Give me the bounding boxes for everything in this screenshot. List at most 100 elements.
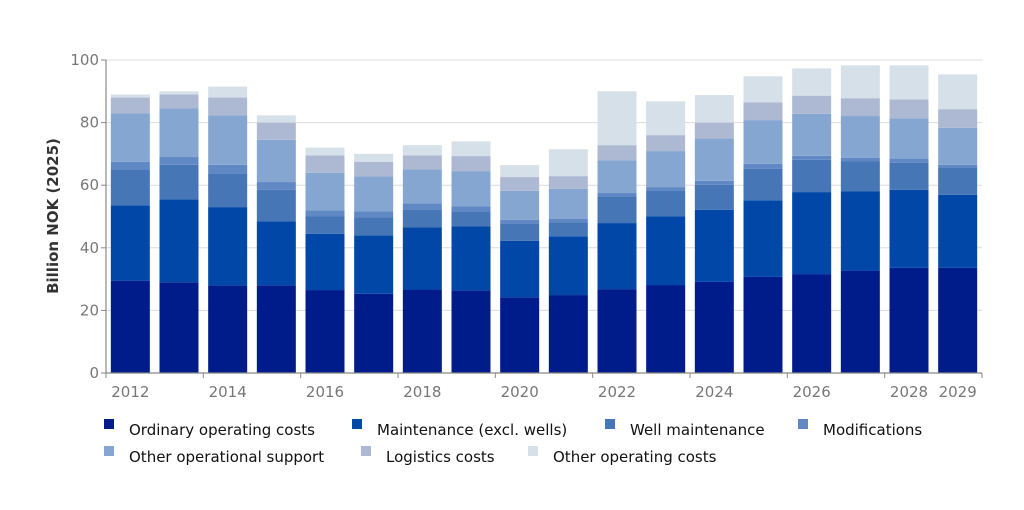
bar-segment-well-maintenance-2018 bbox=[402, 209, 442, 228]
bar-segment-other-operating-costs-2017 bbox=[354, 153, 394, 162]
legend-item: Modifications bbox=[798, 419, 922, 439]
legend-label: Maintenance (excl. wells) bbox=[377, 421, 567, 439]
bar-segment-other-operational-support-2020 bbox=[500, 190, 540, 220]
gridlines bbox=[106, 59, 982, 311]
legend-swatch bbox=[352, 419, 362, 429]
bar-segment-modifications-2020 bbox=[500, 219, 540, 225]
y-tick-label: 60 bbox=[80, 176, 99, 194]
legend-swatch bbox=[798, 419, 808, 429]
bar-segment-other-operating-costs-2029 bbox=[938, 74, 978, 110]
bar-segment-other-operational-support-2025 bbox=[743, 120, 783, 164]
bar-segment-ordinary-operating-costs-2020 bbox=[500, 297, 540, 373]
bar-segment-logistics-costs-2014 bbox=[208, 97, 248, 116]
bar-segment-modifications-2014 bbox=[208, 164, 248, 174]
x-tick-label: 2012 bbox=[111, 383, 149, 401]
bar-segment-other-operating-costs-2016 bbox=[305, 147, 345, 156]
bar-segment-other-operational-support-2017 bbox=[354, 176, 394, 212]
x-tick-label: 2020 bbox=[501, 383, 539, 401]
x-tick-label: 2028 bbox=[890, 383, 928, 401]
bar-segment-maintenance-excl-wells--2019 bbox=[451, 226, 491, 291]
bar-segment-other-operating-costs-2013 bbox=[159, 91, 199, 95]
bar-segment-modifications-2026 bbox=[792, 155, 832, 160]
bar-segment-well-maintenance-2024 bbox=[694, 184, 734, 210]
y-tick-label: 20 bbox=[80, 301, 99, 319]
bar-segment-ordinary-operating-costs-2026 bbox=[792, 274, 832, 373]
bar-segment-well-maintenance-2017 bbox=[354, 217, 394, 236]
bar-segment-maintenance-excl-wells--2018 bbox=[402, 227, 442, 290]
y-tick-label: 100 bbox=[70, 51, 99, 69]
bar-segment-well-maintenance-2022 bbox=[597, 196, 637, 224]
x-tick-label: 2024 bbox=[695, 383, 733, 401]
x-tick-label: 2016 bbox=[306, 383, 344, 401]
bar-segment-maintenance-excl-wells--2014 bbox=[208, 207, 248, 286]
legend-label: Modifications bbox=[823, 421, 922, 439]
bar-segment-ordinary-operating-costs-2012 bbox=[110, 280, 150, 373]
bar-segment-other-operating-costs-2025 bbox=[743, 76, 783, 103]
bar-segment-modifications-2013 bbox=[159, 157, 199, 165]
bar-segment-well-maintenance-2023 bbox=[646, 190, 686, 217]
legend-item: Other operating costs bbox=[528, 446, 717, 466]
bar-segment-other-operating-costs-2015 bbox=[256, 115, 296, 123]
bar-segment-maintenance-excl-wells--2017 bbox=[354, 235, 394, 294]
bar-segment-maintenance-excl-wells--2021 bbox=[548, 236, 588, 296]
bar-segment-logistics-costs-2019 bbox=[451, 156, 491, 172]
bar-segment-well-maintenance-2014 bbox=[208, 173, 248, 208]
bar-segment-modifications-2024 bbox=[694, 180, 734, 185]
y-tick-label: 80 bbox=[80, 114, 99, 132]
bar-segment-other-operational-support-2018 bbox=[402, 169, 442, 204]
bar-segment-maintenance-excl-wells--2026 bbox=[792, 192, 832, 275]
legend-item: Well maintenance bbox=[605, 419, 765, 439]
bar-segment-other-operating-costs-2027 bbox=[840, 65, 880, 99]
bar-segment-well-maintenance-2016 bbox=[305, 216, 345, 234]
bar-segment-other-operating-costs-2023 bbox=[646, 101, 686, 136]
bar-segment-well-maintenance-2013 bbox=[159, 164, 199, 200]
legend-label: Other operating costs bbox=[553, 448, 717, 466]
bar-segment-logistics-costs-2026 bbox=[792, 95, 832, 114]
bar-segment-maintenance-excl-wells--2020 bbox=[500, 240, 540, 298]
bar-segment-ordinary-operating-costs-2025 bbox=[743, 276, 783, 373]
bar-segment-modifications-2019 bbox=[451, 206, 491, 212]
bar-segment-modifications-2018 bbox=[402, 203, 442, 210]
bar-segment-modifications-2028 bbox=[889, 158, 929, 163]
bar-segment-ordinary-operating-costs-2028 bbox=[889, 267, 929, 373]
bar-segment-other-operating-costs-2028 bbox=[889, 65, 929, 100]
bar-segment-modifications-2029 bbox=[938, 164, 978, 168]
bar-segment-maintenance-excl-wells--2012 bbox=[110, 205, 150, 281]
bar-segment-ordinary-operating-costs-2016 bbox=[305, 290, 345, 373]
bar-segment-logistics-costs-2027 bbox=[840, 98, 880, 117]
bar-segment-well-maintenance-2025 bbox=[743, 168, 783, 201]
y-tick-label: 40 bbox=[80, 239, 99, 257]
bar-segment-logistics-costs-2013 bbox=[159, 94, 199, 109]
bar-segment-other-operating-costs-2012 bbox=[110, 94, 150, 98]
bar-segment-logistics-costs-2015 bbox=[256, 122, 296, 140]
x-tick-label: 2014 bbox=[209, 383, 247, 401]
bar-segment-ordinary-operating-costs-2029 bbox=[938, 267, 978, 373]
bar-segment-other-operational-support-2023 bbox=[646, 151, 686, 188]
legend-swatch bbox=[605, 419, 615, 429]
bar-segment-maintenance-excl-wells--2016 bbox=[305, 233, 345, 291]
bar-segment-ordinary-operating-costs-2021 bbox=[548, 295, 588, 373]
bar-segment-other-operating-costs-2021 bbox=[548, 149, 588, 177]
bar-segment-other-operational-support-2028 bbox=[889, 118, 929, 159]
bar-segment-well-maintenance-2015 bbox=[256, 189, 296, 222]
x-tick-label: 2022 bbox=[598, 383, 636, 401]
bar-segment-maintenance-excl-wells--2029 bbox=[938, 194, 978, 268]
bar-segment-other-operational-support-2019 bbox=[451, 171, 491, 207]
bar-segment-well-maintenance-2028 bbox=[889, 162, 929, 190]
bar-segment-modifications-2022 bbox=[597, 193, 637, 197]
bar-segment-other-operating-costs-2020 bbox=[500, 165, 540, 178]
bar-segment-well-maintenance-2026 bbox=[792, 159, 832, 193]
bar-segment-logistics-costs-2016 bbox=[305, 155, 345, 173]
legend-item: Other operational support bbox=[104, 446, 324, 466]
bar-segment-ordinary-operating-costs-2024 bbox=[694, 281, 734, 373]
bar-segment-logistics-costs-2025 bbox=[743, 102, 783, 121]
bar-segment-other-operational-support-2012 bbox=[110, 113, 150, 162]
bar-segment-well-maintenance-2020 bbox=[500, 224, 540, 241]
bar-segment-logistics-costs-2023 bbox=[646, 135, 686, 152]
bar-segment-other-operating-costs-2019 bbox=[451, 141, 491, 157]
legend-swatch bbox=[361, 446, 371, 456]
bar-segment-other-operational-support-2026 bbox=[792, 113, 832, 156]
bar-segment-modifications-2027 bbox=[840, 157, 880, 162]
legend-item: Maintenance (excl. wells) bbox=[352, 419, 567, 439]
